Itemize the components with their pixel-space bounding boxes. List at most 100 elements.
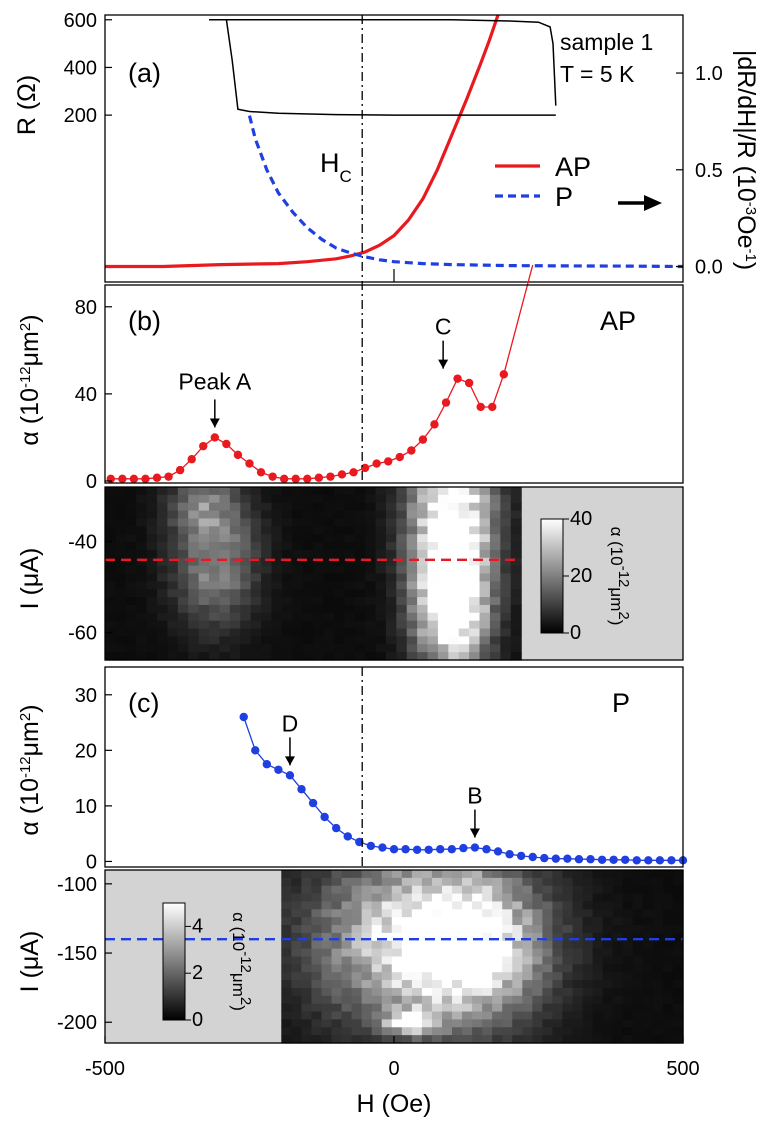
heatmap-cell: [552, 995, 564, 1005]
heatmap-cell: [261, 526, 273, 535]
heatmap-cell: [512, 995, 523, 1005]
heatmap-cell: [292, 565, 304, 575]
ap-point: [360, 463, 370, 473]
heatmap-cell: [437, 565, 449, 575]
heatmap-cell: [125, 502, 137, 512]
heatmap-cell: [502, 1011, 513, 1021]
heatmap-cell: [344, 510, 356, 520]
peak-d-label: D: [282, 710, 299, 736]
heatmap-cell: [240, 494, 252, 504]
heatmap-cell: [271, 502, 283, 512]
heatmap-cell: [302, 557, 314, 567]
heatmap-cell: [177, 510, 189, 520]
heatmap-cell: [458, 597, 470, 606]
heatmap-cell: [572, 972, 584, 981]
heatmap-cell: [479, 573, 491, 582]
heatmap-cell: [115, 502, 127, 512]
heatmap-cell: [562, 1027, 574, 1036]
heatmap-cell: [313, 644, 325, 653]
series-line-ap: [110, 264, 534, 480]
heatmap-cell: [292, 526, 304, 535]
heatmap-cell: [542, 1011, 554, 1021]
heatmap-cell: [157, 581, 169, 590]
y-left-tick-label: 400: [64, 57, 97, 79]
p-point: [459, 843, 468, 853]
heatmap-cell: [321, 995, 333, 1005]
heatmap-cell: [291, 1011, 302, 1021]
heatmap-cell: [542, 925, 554, 934]
heatmap-cell: [522, 1011, 533, 1021]
heatmap-cell: [313, 565, 325, 575]
heatmap-cell: [492, 901, 503, 910]
label-part: α (10: [229, 912, 248, 951]
heatmap-cell: [431, 1019, 443, 1028]
label-part: μm: [16, 721, 44, 756]
heatmap-cell: [542, 972, 554, 981]
heatmap-cell: [250, 494, 262, 504]
heatmap-cell: [482, 885, 493, 895]
heatmap-cell: [612, 917, 624, 926]
heatmap-cell: [396, 534, 408, 543]
heatmap-cell: [448, 518, 460, 527]
ap-point: [233, 450, 243, 460]
heatmap-cell: [344, 549, 356, 559]
heatmap-cell: [401, 1027, 413, 1036]
heatmap-cell: [229, 636, 241, 645]
heatmap-cell: [482, 901, 493, 910]
heatmap-cell: [622, 964, 634, 973]
heatmap-cell: [437, 581, 449, 590]
heatmap-cell: [532, 925, 544, 934]
heatmap-cell: [365, 518, 377, 527]
heatmap-cell: [472, 893, 483, 903]
heatmap-cell: [281, 1019, 292, 1028]
heatmap-cell: [302, 573, 314, 582]
heatmap-cell: [302, 542, 314, 551]
heatmap-cell: [452, 987, 463, 997]
heatmap-cell: [452, 877, 463, 887]
heatmap-cell: [371, 995, 383, 1005]
heatmap-cell: [622, 870, 634, 879]
heatmap-cell: [401, 877, 413, 887]
heatmap-cell: [672, 987, 684, 997]
heatmap-cell: [311, 972, 323, 981]
heatmap-cell: [411, 964, 423, 973]
heatmap-cell: [492, 956, 503, 965]
heatmap-cell: [642, 1035, 654, 1044]
heatmap-cell: [452, 870, 463, 879]
heatmap-cell: [612, 995, 624, 1005]
heatmap-cell: [642, 980, 654, 989]
heatmap-cell: [209, 581, 221, 590]
heatmap-cell: [652, 885, 664, 895]
legend: APP: [495, 152, 662, 212]
heatmap-cell: [448, 494, 460, 504]
heatmap-cell: [431, 995, 443, 1005]
heatmap-cell: [489, 510, 501, 520]
heatmap-cell: [469, 573, 481, 582]
heatmap-cell: [572, 893, 584, 903]
heatmap-cell: [136, 612, 148, 622]
heatmap-cell: [427, 652, 439, 661]
heatmap-cell: [401, 987, 413, 997]
heatmap-cell: [281, 612, 293, 622]
heatmap-cell: [401, 885, 413, 895]
heatmap-cell: [219, 549, 231, 559]
heatmap-cell: [365, 502, 377, 512]
heatmap-cell: [341, 995, 353, 1005]
heatmap-cell: [582, 1019, 594, 1028]
heatmap-cell: [452, 1035, 463, 1044]
p-point: [644, 856, 653, 865]
heatmap-cell: [522, 932, 533, 942]
peak-a-label: Peak A: [178, 368, 252, 394]
heatmap-cell: [302, 644, 314, 653]
heatmap-cell: [572, 877, 584, 887]
heatmap-cell: [406, 487, 418, 496]
heatmap-cell: [582, 901, 594, 910]
heatmap-cell: [662, 1019, 674, 1028]
heatmap-cell: [198, 549, 210, 559]
heatmap-cell: [321, 877, 333, 887]
heatmap-cell: [198, 604, 210, 614]
heatmap-cell: [323, 565, 335, 575]
heatmap-cell: [642, 940, 654, 950]
heatmap-cell: [188, 636, 200, 645]
